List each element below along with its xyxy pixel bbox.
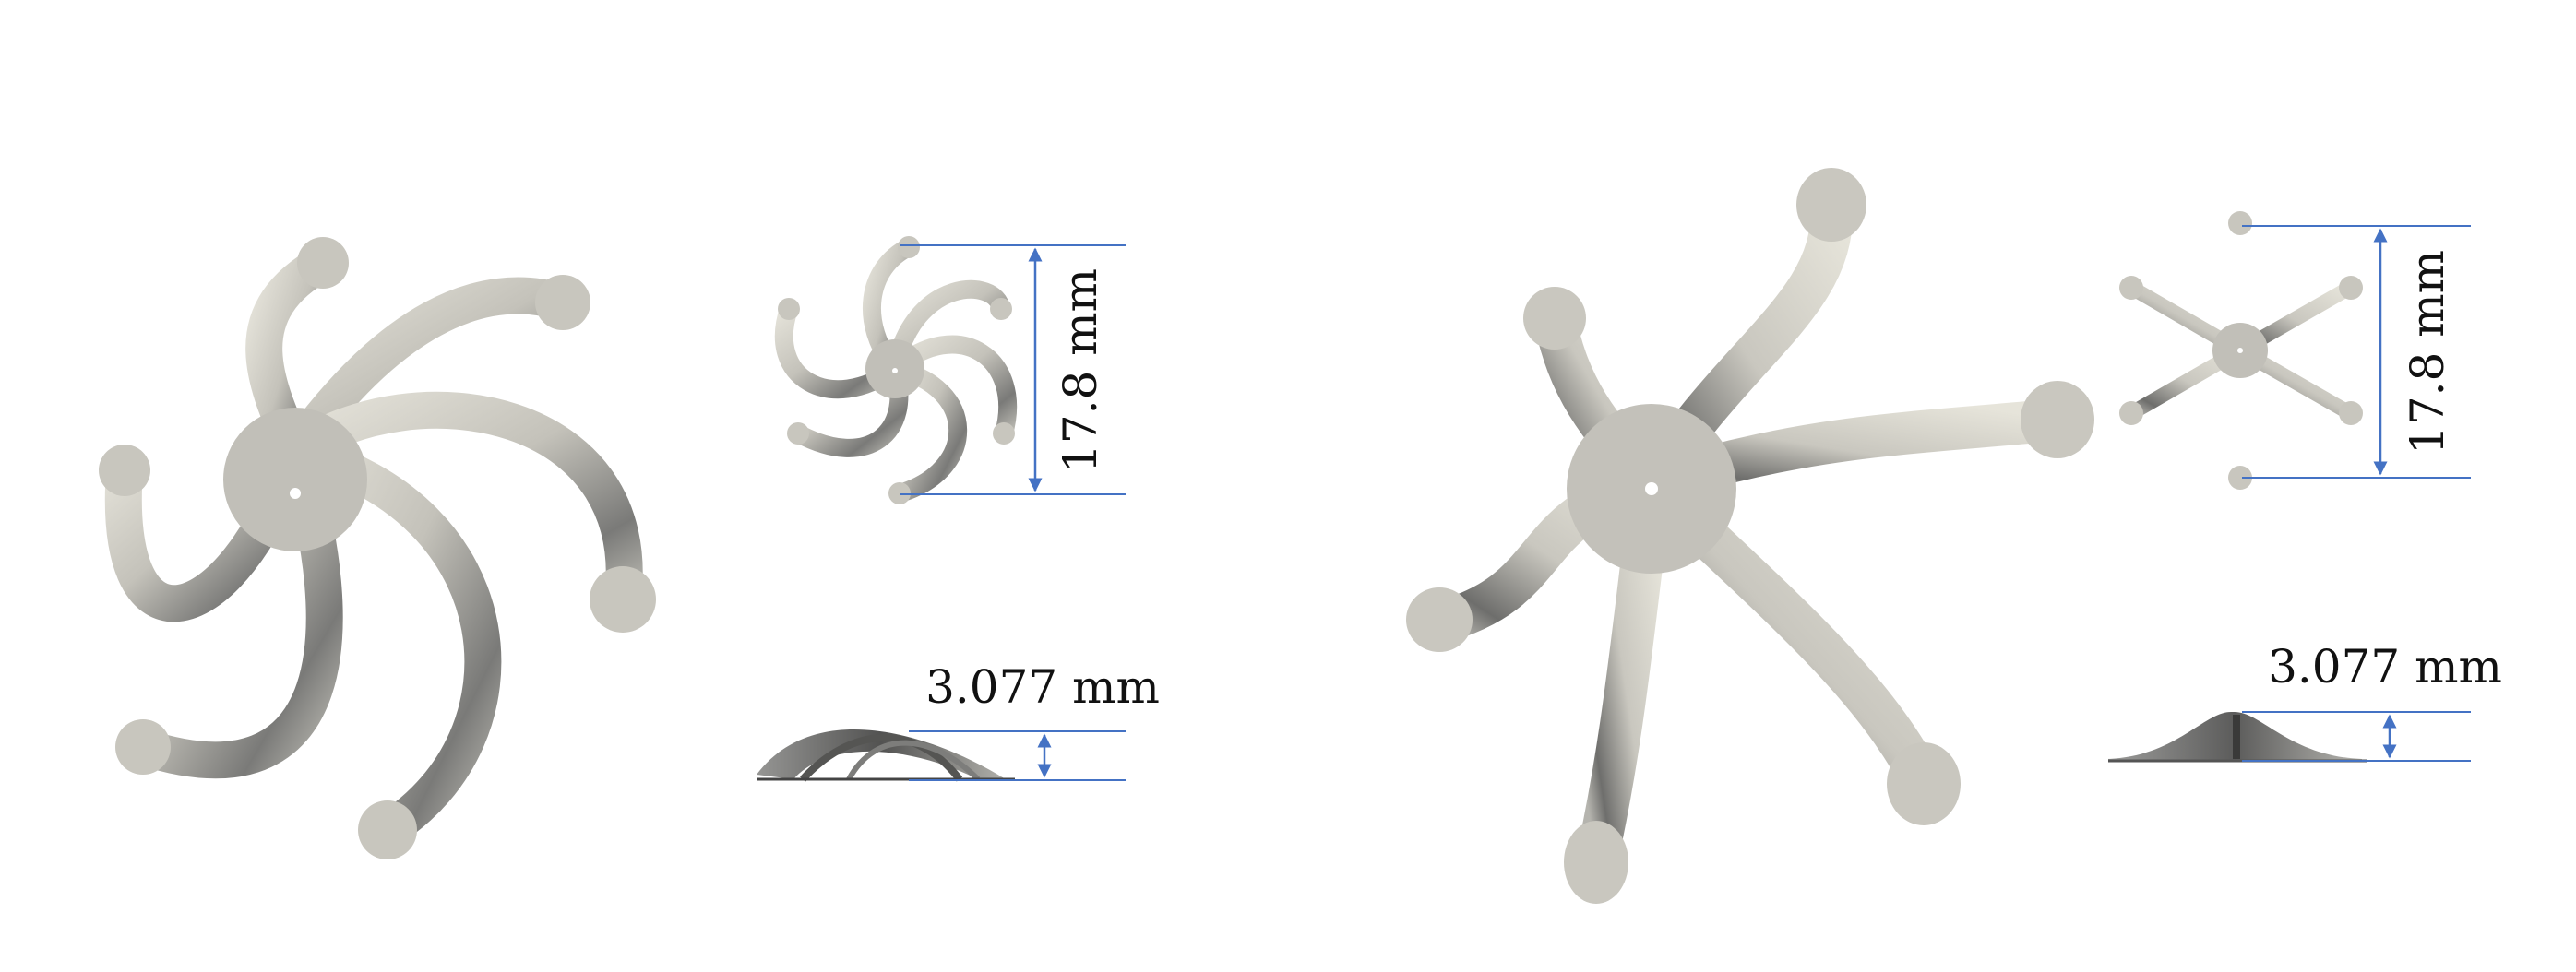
spiral-device-top-view-small	[774, 236, 1018, 504]
height-dimension-right: 3.077 mm	[2242, 640, 2502, 762]
diameter-label-right: 17.8 mm	[2401, 250, 2454, 455]
height-label-right: 3.077 mm	[2268, 640, 2502, 693]
height-label-left: 3.077 mm	[925, 660, 1160, 714]
diameter-dimension-left: 17.8 mm	[900, 244, 1126, 495]
diameter-dimension-right: 17.8 mm	[2242, 225, 2471, 479]
diameter-label-left: 17.8 mm	[1054, 268, 1107, 473]
spiral-device-top-view-large	[99, 237, 656, 859]
height-dimension-left: 3.077 mm	[909, 660, 1160, 781]
radial-device-top-view-large	[1406, 168, 2094, 904]
radial-device-top-view-small	[2119, 211, 2363, 490]
radial-device-side-view	[2108, 711, 2367, 763]
spiral-device-side-view	[757, 729, 1015, 782]
